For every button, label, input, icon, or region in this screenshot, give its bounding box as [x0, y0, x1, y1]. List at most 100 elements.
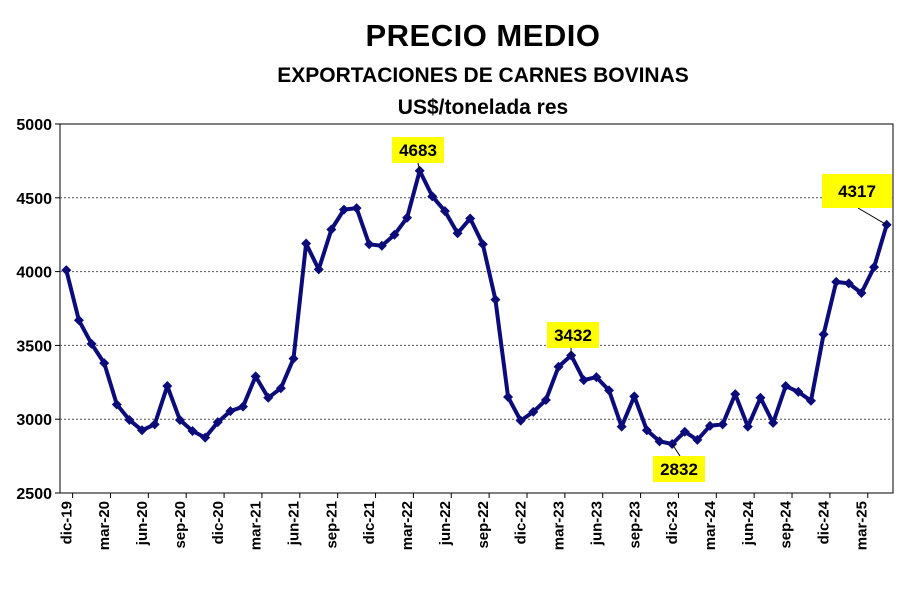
data-point — [288, 353, 299, 364]
data-point — [351, 203, 362, 214]
data-point — [528, 406, 539, 417]
x-tick-label: dic-22 — [513, 501, 530, 544]
data-point — [654, 436, 665, 447]
data-point — [427, 191, 438, 202]
data-point — [111, 399, 122, 410]
x-tick-label: sep-22 — [475, 501, 492, 549]
annotation-box — [822, 174, 892, 208]
annotation-leader — [417, 162, 421, 171]
data-point — [805, 395, 816, 406]
data-point — [717, 419, 728, 430]
x-tick-label: dic-24 — [816, 500, 833, 544]
chart-unit-label: US$/tonelada res — [397, 96, 569, 119]
x-tick-label: jun-24 — [740, 500, 757, 546]
data-point — [704, 420, 715, 431]
data-point — [553, 361, 564, 372]
data-point — [73, 315, 84, 326]
y-tick-label: 3000 — [16, 412, 52, 429]
x-tick-label: mar-22 — [399, 501, 416, 550]
y-tick-label: 5000 — [16, 117, 52, 134]
x-tick-label: mar-25 — [853, 501, 870, 550]
data-point — [742, 421, 753, 432]
data-point — [137, 425, 148, 436]
annotation-box — [392, 137, 444, 163]
x-tick-label: jun-20 — [134, 501, 151, 546]
data-point — [389, 229, 400, 240]
x-tick-label: dic-19 — [58, 501, 75, 544]
data-point — [364, 239, 375, 250]
x-tick-label: mar-24 — [702, 500, 719, 550]
data-point — [187, 426, 198, 437]
data-point — [503, 392, 514, 403]
data-point — [515, 415, 526, 426]
x-tick-label: jun-21 — [285, 501, 302, 546]
data-point — [225, 406, 236, 417]
data-point — [212, 417, 223, 428]
x-tick-label: jun-23 — [588, 501, 605, 546]
y-tick-label: 4500 — [16, 191, 52, 208]
data-point — [338, 204, 349, 215]
data-point — [490, 294, 501, 305]
data-point — [780, 380, 791, 391]
x-tick-label: sep-24 — [778, 500, 795, 548]
x-tick-label: mar-23 — [551, 501, 568, 550]
data-point — [439, 206, 450, 217]
annotation-box — [547, 322, 599, 348]
y-tick-label: 3500 — [16, 338, 52, 355]
y-tick-label: 4000 — [16, 265, 52, 282]
data-label: 2832 — [660, 460, 698, 479]
data-point — [591, 372, 602, 383]
x-tick-label: mar-20 — [96, 501, 113, 550]
data-point — [641, 425, 652, 436]
y-tick-label: 2500 — [16, 486, 52, 503]
data-point — [616, 421, 627, 432]
data-point — [869, 262, 880, 273]
data-point — [477, 239, 488, 250]
data-point — [61, 265, 72, 276]
data-point — [578, 375, 589, 386]
x-tick-label: mar-21 — [248, 501, 265, 550]
data-point — [793, 386, 804, 397]
data-point — [376, 240, 387, 251]
chart-subtitle: EXPORTACIONES DE CARNES BOVINAS — [277, 64, 689, 87]
x-tick-label: sep-20 — [172, 501, 189, 549]
x-tick-label: dic-23 — [664, 501, 681, 544]
data-point — [755, 392, 766, 403]
data-point — [768, 417, 779, 428]
data-label: 4683 — [399, 141, 437, 160]
data-point — [465, 213, 476, 224]
annotation-box — [653, 456, 705, 482]
x-tick-label: sep-21 — [323, 501, 340, 549]
data-point — [250, 371, 261, 382]
x-tick-label: dic-21 — [361, 501, 378, 544]
data-point — [275, 383, 286, 394]
plot-area — [59, 123, 894, 494]
x-tick-label: dic-20 — [210, 501, 227, 544]
data-point — [843, 278, 854, 289]
data-point — [263, 392, 274, 403]
data-label: 3432 — [554, 326, 592, 345]
data-point — [124, 414, 135, 425]
data-point — [149, 419, 160, 430]
data-point — [730, 389, 741, 400]
data-point — [856, 288, 867, 299]
data-point — [831, 276, 842, 287]
annotation-leader — [671, 443, 681, 457]
data-point — [174, 414, 185, 425]
data-point — [540, 395, 551, 406]
data-point — [238, 401, 249, 412]
data-point — [452, 228, 463, 239]
data-point — [162, 380, 173, 391]
data-label: 4317 — [838, 182, 876, 201]
x-tick-label: jun-22 — [437, 501, 454, 546]
data-point — [692, 434, 703, 445]
data-point — [99, 358, 110, 369]
data-point — [86, 338, 97, 349]
data-point — [200, 432, 211, 443]
data-point — [818, 329, 829, 340]
data-point — [301, 238, 312, 249]
data-point — [313, 264, 324, 275]
x-tick-label: sep-23 — [626, 501, 643, 549]
